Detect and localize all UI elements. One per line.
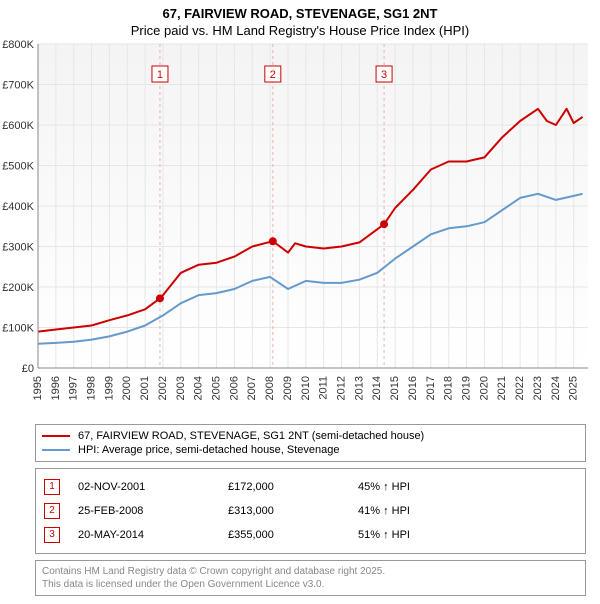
svg-text:2025: 2025: [568, 376, 580, 400]
marker-badge: 3: [44, 527, 60, 543]
license-line: Contains HM Land Registry data © Crown c…: [42, 565, 579, 578]
chart-area: £0 £100K £200K £300K £400K £500K £600K £700K £80…: [0, 38, 600, 418]
svg-text:2015: 2015: [389, 376, 401, 400]
svg-text:£300K: £300K: [2, 242, 34, 254]
legend-swatch: [42, 435, 70, 437]
marker-row: 3 20-MAY-2014 £355,000 51% ↑ HPI: [42, 523, 579, 547]
marker-date: 02-NOV-2001: [78, 481, 228, 493]
svg-text:2012: 2012: [335, 376, 347, 400]
svg-text:3: 3: [381, 69, 387, 81]
titles: 67, FAIRVIEW ROAD, STEVENAGE, SG1 2NT Pr…: [0, 0, 600, 38]
svg-text:1996: 1996: [50, 376, 62, 400]
svg-text:2: 2: [270, 69, 276, 81]
svg-text:£400K: £400K: [2, 201, 34, 213]
marker-badge: 2: [44, 503, 60, 519]
chart-svg: £0 £100K £200K £300K £400K £500K £600K £700K £80…: [0, 38, 600, 418]
marker-row: 2 25-FEB-2008 £313,000 41% ↑ HPI: [42, 499, 579, 523]
svg-text:2002: 2002: [157, 376, 169, 400]
license-line: This data is licensed under the Open Gov…: [42, 578, 579, 591]
legend-label: HPI: Average price, semi-detached house,…: [78, 444, 340, 456]
marker-pct: 41% ↑ HPI: [358, 505, 410, 517]
svg-text:2009: 2009: [282, 376, 294, 400]
svg-text:2005: 2005: [210, 376, 222, 400]
svg-text:2023: 2023: [532, 376, 544, 400]
svg-text:2013: 2013: [353, 376, 365, 400]
svg-text:2006: 2006: [228, 376, 240, 400]
svg-text:2003: 2003: [175, 376, 187, 400]
marker-date: 20-MAY-2014: [78, 529, 228, 541]
legend-item: HPI: Average price, semi-detached house,…: [42, 443, 579, 457]
marker-price: £313,000: [228, 505, 358, 517]
svg-text:2019: 2019: [460, 376, 472, 400]
legend-swatch: [42, 449, 70, 451]
svg-text:2016: 2016: [407, 376, 419, 400]
svg-text:£600K: £600K: [2, 120, 34, 132]
svg-text:2008: 2008: [264, 376, 276, 400]
svg-text:2001: 2001: [139, 376, 151, 400]
marker-pct: 51% ↑ HPI: [358, 529, 410, 541]
svg-text:1997: 1997: [68, 376, 80, 400]
svg-text:£0: £0: [22, 363, 34, 375]
svg-text:1998: 1998: [85, 376, 97, 400]
svg-text:2010: 2010: [300, 376, 312, 400]
svg-text:£700K: £700K: [2, 80, 34, 92]
svg-text:2018: 2018: [443, 376, 455, 400]
svg-text:2024: 2024: [550, 376, 562, 400]
license: Contains HM Land Registry data © Crown c…: [35, 560, 586, 596]
marker-price: £355,000: [228, 529, 358, 541]
svg-text:2000: 2000: [121, 376, 133, 400]
markers-table: 1 02-NOV-2001 £172,000 45% ↑ HPI 2 25-FE…: [35, 468, 586, 554]
svg-text:1999: 1999: [103, 376, 115, 400]
svg-text:1995: 1995: [32, 376, 44, 400]
svg-text:2020: 2020: [478, 376, 490, 400]
svg-text:£800K: £800K: [2, 39, 34, 51]
svg-text:£100K: £100K: [2, 323, 34, 335]
title-subtitle: Price paid vs. HM Land Registry's House …: [0, 23, 600, 38]
svg-text:2007: 2007: [246, 376, 258, 400]
legend: 67, FAIRVIEW ROAD, STEVENAGE, SG1 2NT (s…: [35, 424, 586, 462]
svg-text:2014: 2014: [371, 376, 383, 400]
chart-container: 67, FAIRVIEW ROAD, STEVENAGE, SG1 2NT Pr…: [0, 0, 600, 596]
svg-text:2017: 2017: [425, 376, 437, 400]
marker-date: 25-FEB-2008: [78, 505, 228, 517]
svg-text:2021: 2021: [496, 376, 508, 400]
legend-item: 67, FAIRVIEW ROAD, STEVENAGE, SG1 2NT (s…: [42, 429, 579, 443]
svg-text:£500K: £500K: [2, 161, 34, 173]
marker-pct: 45% ↑ HPI: [358, 481, 410, 493]
svg-text:2011: 2011: [318, 376, 330, 400]
svg-text:1: 1: [157, 69, 163, 81]
svg-text:£200K: £200K: [2, 282, 34, 294]
svg-text:2004: 2004: [193, 376, 205, 400]
marker-row: 1 02-NOV-2001 £172,000 45% ↑ HPI: [42, 475, 579, 499]
marker-price: £172,000: [228, 481, 358, 493]
marker-badge: 1: [44, 479, 60, 495]
title-address: 67, FAIRVIEW ROAD, STEVENAGE, SG1 2NT: [0, 6, 600, 21]
svg-text:2022: 2022: [514, 376, 526, 400]
legend-label: 67, FAIRVIEW ROAD, STEVENAGE, SG1 2NT (s…: [78, 430, 424, 442]
